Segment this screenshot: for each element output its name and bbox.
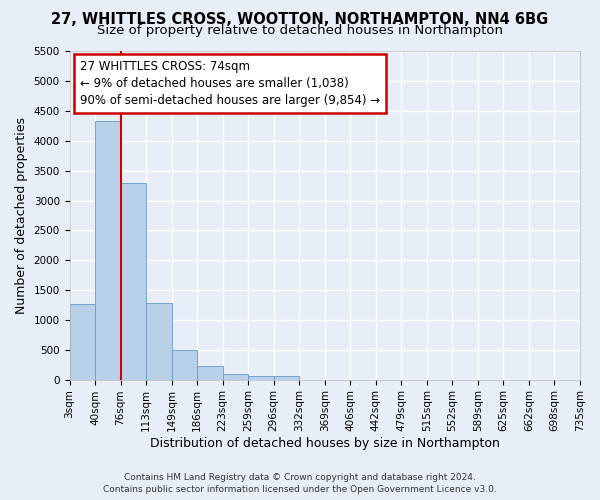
Bar — [172, 350, 197, 380]
Bar — [95, 122, 121, 380]
Bar — [70, 304, 95, 380]
Bar — [121, 182, 146, 380]
Bar — [274, 376, 299, 380]
Bar — [146, 303, 172, 380]
Bar — [248, 376, 274, 380]
Bar — [197, 366, 223, 380]
Text: 27, WHITTLES CROSS, WOOTTON, NORTHAMPTON, NN4 6BG: 27, WHITTLES CROSS, WOOTTON, NORTHAMPTON… — [52, 12, 548, 28]
Bar — [223, 374, 248, 380]
Text: Contains HM Land Registry data © Crown copyright and database right 2024.
Contai: Contains HM Land Registry data © Crown c… — [103, 472, 497, 494]
Text: 27 WHITTLES CROSS: 74sqm
← 9% of detached houses are smaller (1,038)
90% of semi: 27 WHITTLES CROSS: 74sqm ← 9% of detache… — [80, 60, 380, 106]
Y-axis label: Number of detached properties: Number of detached properties — [15, 117, 28, 314]
Text: Size of property relative to detached houses in Northampton: Size of property relative to detached ho… — [97, 24, 503, 37]
X-axis label: Distribution of detached houses by size in Northampton: Distribution of detached houses by size … — [150, 437, 500, 450]
